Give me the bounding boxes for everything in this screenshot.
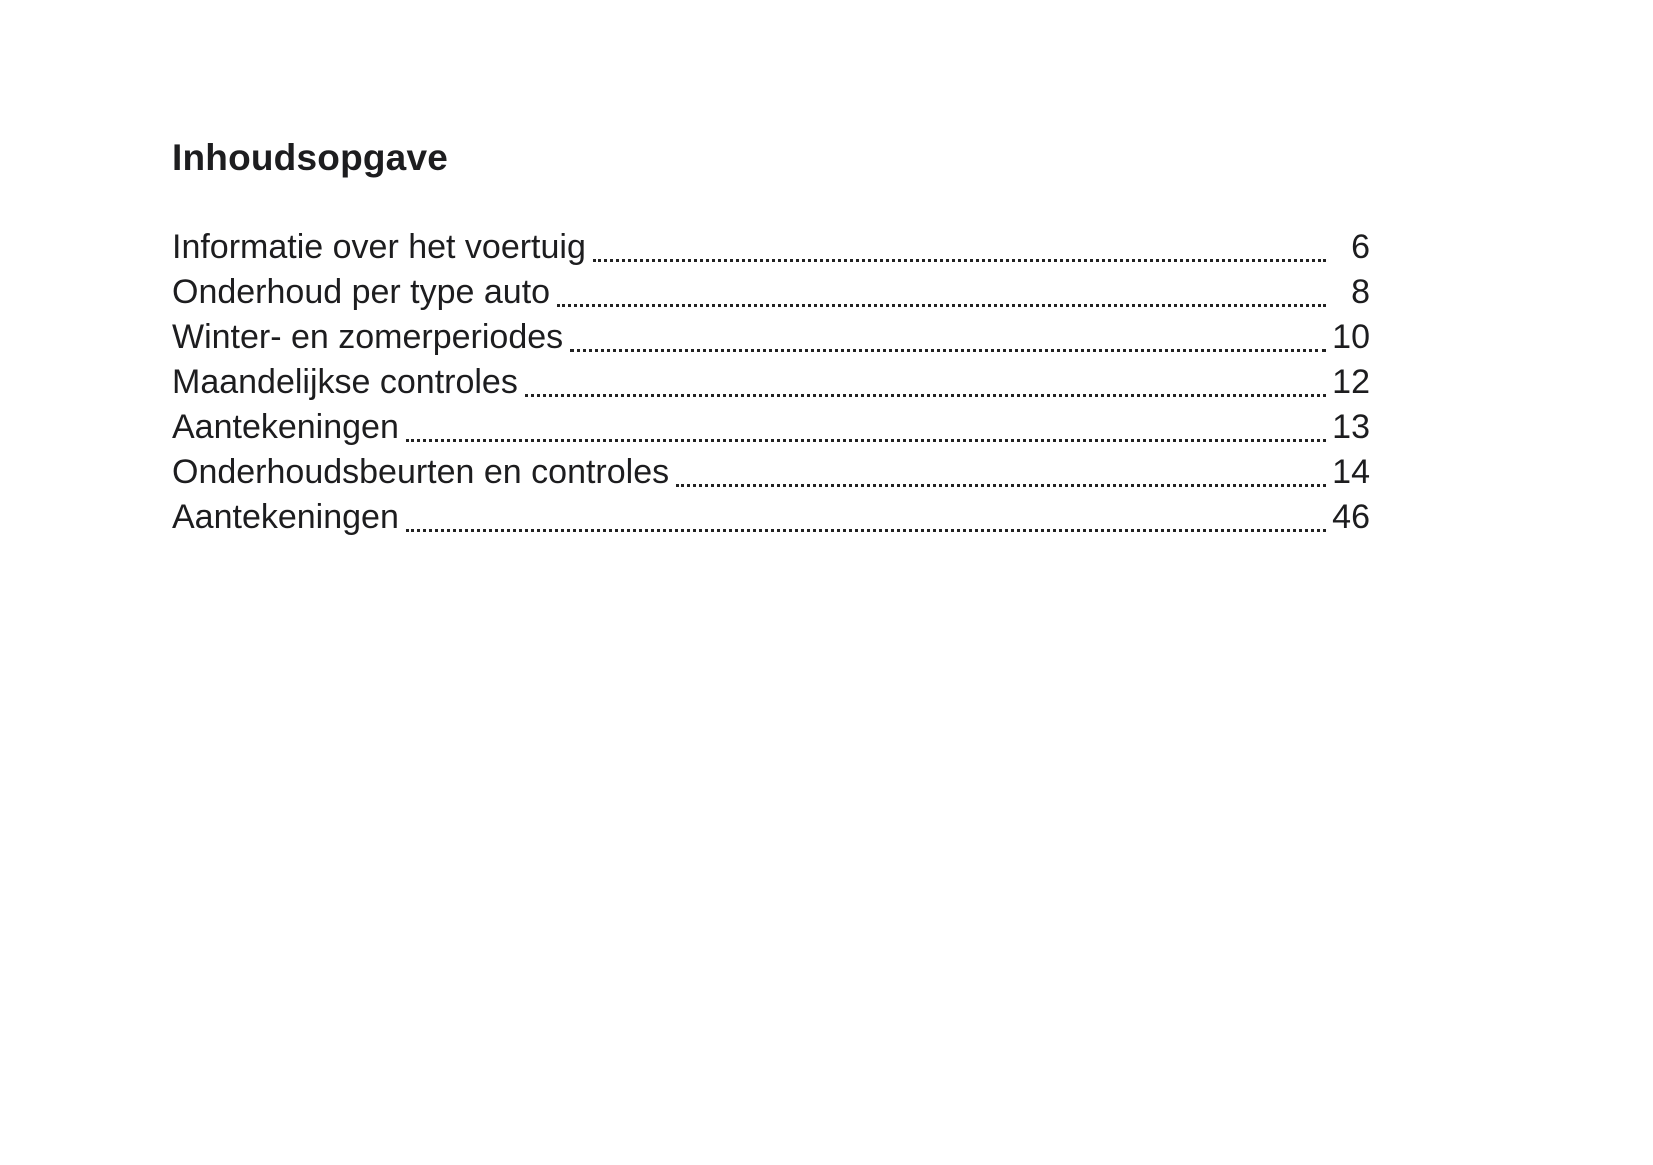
dot-leader [405, 529, 1326, 532]
toc-entry-label: Aantekeningen [172, 408, 399, 446]
dot-leader [676, 484, 1326, 487]
toc-entry-page: 12 [1332, 363, 1370, 401]
toc-entry-label: Onderhoud per type auto [172, 273, 551, 311]
toc-entry-page: 6 [1351, 228, 1370, 266]
toc-entry-label: Winter- en zomerperiodes [172, 318, 564, 356]
dot-leader [557, 304, 1326, 307]
dot-leader [570, 349, 1326, 352]
toc-entry-page: 8 [1351, 273, 1370, 311]
toc-entry-page: 46 [1332, 498, 1370, 536]
toc-entry-label: Aantekeningen [172, 498, 399, 536]
toc-entry-page: 14 [1332, 453, 1370, 491]
toc-entry-label: Maandelijkse controles [172, 363, 518, 401]
dot-leader [405, 439, 1326, 442]
toc-entry-page: 13 [1332, 408, 1370, 446]
toc-entry: Aantekeningen 46 [172, 495, 1370, 540]
toc-list: Informatie over het voertuig 6 Onderhoud… [172, 225, 1370, 540]
toc-entry: Onderhoudsbeurten en controles 14 [172, 450, 1370, 495]
toc-entry-page: 10 [1332, 318, 1370, 356]
toc-entry: Informatie over het voertuig 6 [172, 225, 1370, 270]
dot-leader [524, 394, 1326, 397]
page-title: Inhoudsopgave [172, 137, 448, 178]
toc-entry: Maandelijkse controles 12 [172, 360, 1370, 405]
toc-entry-label: Onderhoudsbeurten en controles [172, 453, 670, 491]
toc-entry-label: Informatie over het voertuig [172, 228, 586, 266]
dot-leader [592, 259, 1326, 262]
toc-entry: Aantekeningen 13 [172, 405, 1370, 450]
toc-entry: Onderhoud per type auto 8 [172, 270, 1370, 315]
toc-entry: Winter- en zomerperiodes 10 [172, 315, 1370, 360]
